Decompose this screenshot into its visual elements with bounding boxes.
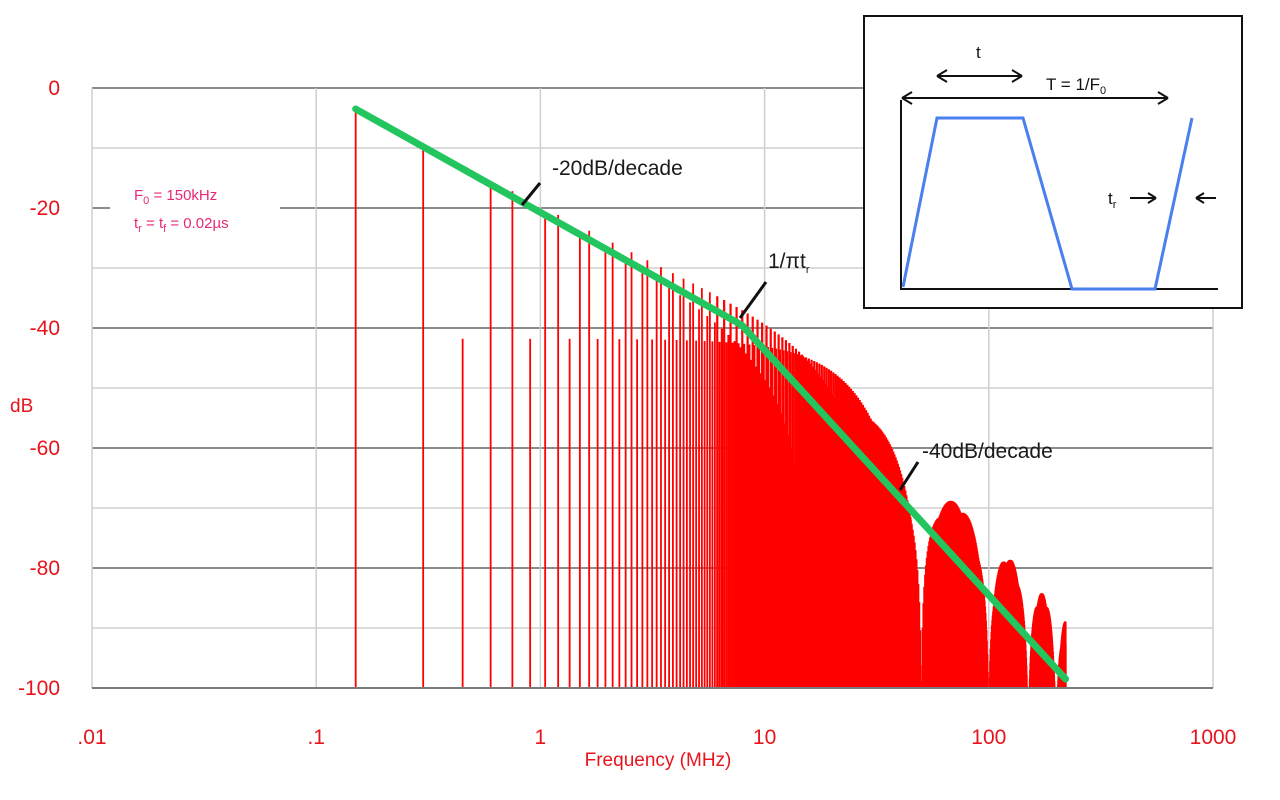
y-tick-label: -80 <box>30 557 60 580</box>
param-box <box>110 176 280 238</box>
trapezoid-waveform <box>901 116 1194 291</box>
corner-pointer <box>738 281 768 319</box>
y-tick-label: -100 <box>18 677 60 700</box>
slope1-pointer <box>520 182 542 206</box>
slope2-pointer <box>898 461 920 491</box>
rise-time-arrow-left <box>1130 192 1157 204</box>
x-tick-label: 10 <box>753 726 776 749</box>
x-tick-label: 1000 <box>1190 726 1237 749</box>
envelope-line <box>352 105 1070 683</box>
param-rise-fall: tr = tf = 0.02µs <box>134 215 229 235</box>
y-axis-label: dB <box>10 396 33 417</box>
period-arrow <box>901 91 1169 105</box>
param-f0: F0 = 150kHz <box>134 187 217 207</box>
x-tick-label: 1 <box>535 726 547 749</box>
y-tick-label: -40 <box>30 317 60 340</box>
inset-frame <box>863 15 1243 309</box>
x-axis-label: Frequency (MHz) <box>585 750 732 771</box>
y-tick-label: -20 <box>30 197 60 220</box>
pulse-width-label: t <box>976 43 981 62</box>
x-tick-label: 100 <box>971 726 1006 749</box>
slope1-annotation: -20dB/decade <box>552 157 683 180</box>
x-tick-label: .01 <box>77 726 106 749</box>
rise-time-arrow-right <box>1195 192 1216 204</box>
rise-time-label: tr <box>1108 189 1117 211</box>
waveform-inset: t T = 1/F0 tr <box>863 15 1243 309</box>
pulse-width-arrow <box>936 69 1023 83</box>
period-label: T = 1/F0 <box>1046 75 1106 97</box>
x-tick-label: .1 <box>307 726 325 749</box>
slope2-annotation: -40dB/decade <box>922 440 1053 463</box>
y-tick-label: 0 <box>48 77 60 100</box>
y-tick-label: -60 <box>30 437 60 460</box>
corner-annotation: 1/πtr <box>768 250 810 276</box>
x-tick-labels: .01 .1 1 10 100 1000 <box>77 726 1236 749</box>
y-tick-labels: 0 -20 -40 -60 -80 -100 <box>18 77 60 700</box>
